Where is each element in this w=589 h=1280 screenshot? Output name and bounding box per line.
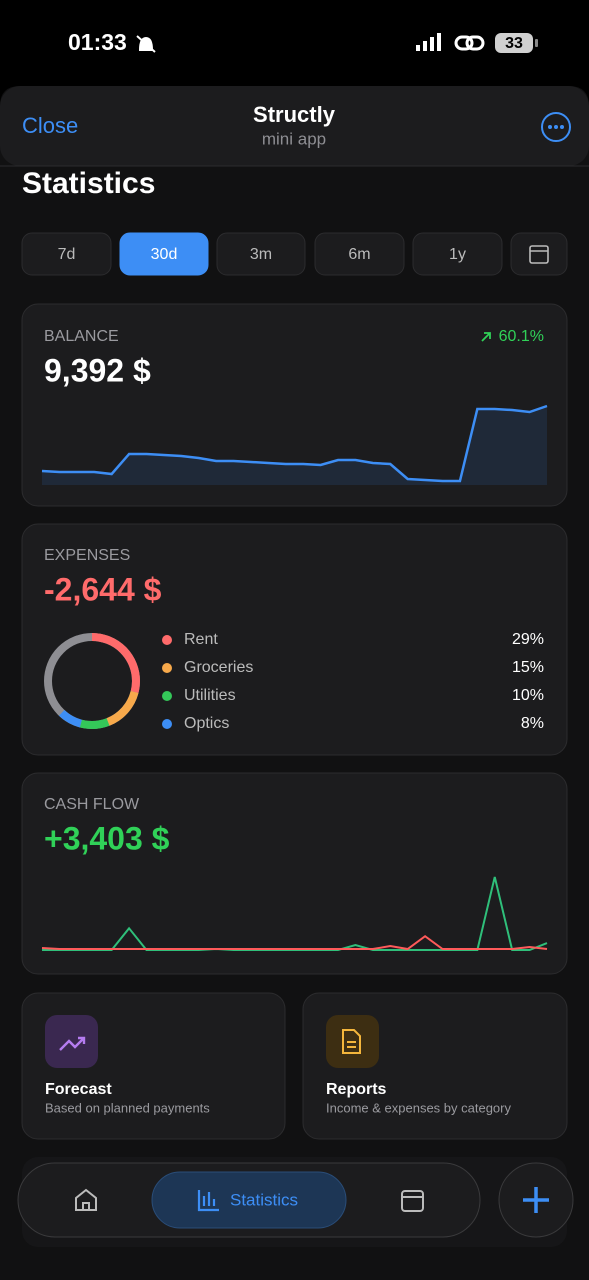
signal-icon [416,33,441,51]
legend-dot [162,691,172,701]
battery-level: 33 [505,35,523,52]
balance-line [41,404,548,483]
legend-dot [162,719,172,729]
legend-name: Groceries [184,659,253,676]
tile-subtitle: Income & expenses by category [326,1100,511,1115]
balance-label: BALANCE [44,328,119,345]
cashflow-value: +3,403 $ [44,820,170,856]
expenses-label: EXPENSES [44,547,130,564]
statistics-tab[interactable]: Statistics [151,1171,347,1229]
status-time: 01:33 [68,29,127,55]
page-heading: Statistics [22,167,155,200]
reports-tile[interactable]: Reports Income & expenses by category [302,992,568,1140]
legend-dot [162,663,172,673]
app-title: Structly [253,102,336,127]
add-button[interactable] [498,1162,574,1238]
period-label: 7d [58,246,76,263]
calendar-tab[interactable] [401,1190,424,1212]
close-button[interactable]: Close [22,113,78,138]
period-button[interactable] [412,232,503,276]
home-tab[interactable] [75,1188,97,1211]
battery-cap [535,39,538,47]
expenses-card [21,523,568,756]
more-button[interactable] [541,112,571,142]
donut-segment [44,633,140,729]
balance-area [42,406,547,485]
legend-percent: 15% [512,659,544,676]
link-icon [454,35,485,51]
tile-subtitle: Based on planned payments [45,1100,210,1115]
balance-change: 60.1% [499,328,544,345]
legend-name: Utilities [184,687,236,704]
cashflow-line [41,934,548,951]
cashflow-label: CASH FLOW [44,796,140,813]
balance-value: 9,392 $ [44,352,151,388]
trend-arrow [481,332,491,342]
legend-percent: 8% [521,715,544,732]
legend-dot [162,635,172,645]
expenses-value: -2,644 $ [44,571,162,607]
header-bar [0,86,589,166]
tab-label: Statistics [230,1190,298,1209]
mute-icon [136,35,156,53]
donut-segment [44,633,140,729]
period-button[interactable] [119,232,209,276]
period-label: 30d [151,246,178,263]
legend-name: Optics [184,715,229,732]
legend-percent: 29% [512,631,544,648]
legend-percent: 10% [512,687,544,704]
period-label: 1y [449,246,466,263]
app-subtitle: mini app [262,129,326,148]
tile-title: Forecast [45,1081,112,1098]
tile-title: Reports [326,1081,387,1098]
calendar-button[interactable] [510,232,568,276]
period-button[interactable] [216,232,306,276]
period-label: 6m [348,246,370,263]
period-label: 3m [250,246,272,263]
battery [495,33,533,53]
period-button[interactable] [21,232,112,276]
period-button[interactable] [314,232,405,276]
cashflow-card [21,772,568,975]
forecast-tile[interactable]: Forecast Based on planned payments [21,992,286,1140]
legend-name: Rent [184,631,218,648]
